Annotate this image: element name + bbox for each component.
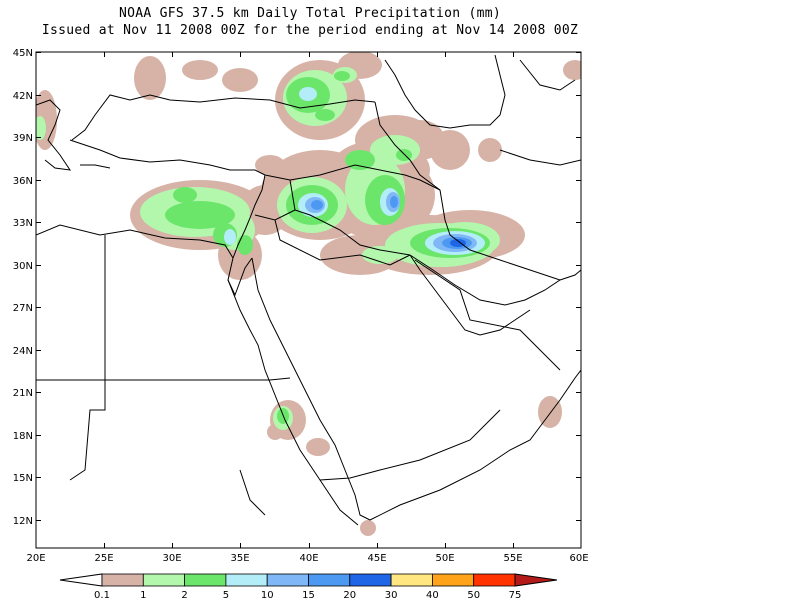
legend-label: 5 xyxy=(223,590,229,600)
legend-label: 1 xyxy=(140,590,146,600)
legend-swatch xyxy=(184,573,227,587)
lat-label: 30N xyxy=(13,261,33,272)
lon-axis: 20E 25E 30E 35E 40E 45E 50E 55E 60E xyxy=(26,52,589,564)
legend-label: 75 xyxy=(509,590,522,600)
legend-label: 50 xyxy=(467,590,480,600)
lat-label: 18N xyxy=(13,431,33,442)
lon-label: 60E xyxy=(569,553,588,564)
lon-label: 55E xyxy=(503,553,522,564)
legend-swatch xyxy=(225,573,268,587)
legend-swatch xyxy=(514,573,558,587)
lon-label: 30E xyxy=(162,553,181,564)
legend-label: 0.1 xyxy=(94,590,110,600)
precip-navy-areas xyxy=(450,239,466,247)
lat-label: 21N xyxy=(13,388,33,399)
precipitation-field xyxy=(36,52,581,536)
legend-swatch xyxy=(59,573,103,587)
legend-swatch xyxy=(142,573,186,587)
lat-label: 15N xyxy=(13,473,33,484)
legend-swatch xyxy=(266,573,309,587)
legend-swatch xyxy=(390,573,433,587)
lon-label: 50E xyxy=(435,553,454,564)
legend-label: 2 xyxy=(181,590,187,600)
legend-swatch xyxy=(473,573,516,587)
lon-label: 45E xyxy=(367,553,386,564)
legend-label: 10 xyxy=(261,590,274,600)
legend-label: 15 xyxy=(302,590,315,600)
map-title: NOAA GFS 37.5 km Daily Total Precipitati… xyxy=(119,6,501,21)
lat-label: 42N xyxy=(13,91,33,102)
lat-label: 12N xyxy=(13,516,33,527)
lon-label: 20E xyxy=(26,553,45,564)
lon-label: 25E xyxy=(94,553,113,564)
legend-swatch xyxy=(431,573,475,587)
legend-label: 20 xyxy=(343,590,356,600)
lat-label: 39N xyxy=(13,133,33,144)
color-legend: 0.1 1 2 5 10 15 20 30 40 50 75 xyxy=(59,573,558,600)
map-subtitle: Issued at Nov 11 2008 00Z for the period… xyxy=(41,23,579,38)
legend-swatch xyxy=(101,573,144,587)
legend-swatch xyxy=(349,573,392,587)
lon-label: 35E xyxy=(230,553,249,564)
legend-label: 30 xyxy=(385,590,398,600)
lat-label: 27N xyxy=(13,303,33,314)
lat-label: 33N xyxy=(13,218,33,229)
lon-label: 40E xyxy=(299,553,318,564)
legend-swatch xyxy=(308,573,351,587)
map-frame xyxy=(35,51,582,549)
lat-label: 45N xyxy=(13,48,33,59)
lat-label: 36N xyxy=(13,176,33,187)
lat-label: 24N xyxy=(13,346,33,357)
lat-axis: 45N 42N 39N 36N 33N 30N 27N 24N 21N 18N … xyxy=(13,48,581,527)
legend-label: 40 xyxy=(426,590,439,600)
coastlines xyxy=(36,54,581,526)
